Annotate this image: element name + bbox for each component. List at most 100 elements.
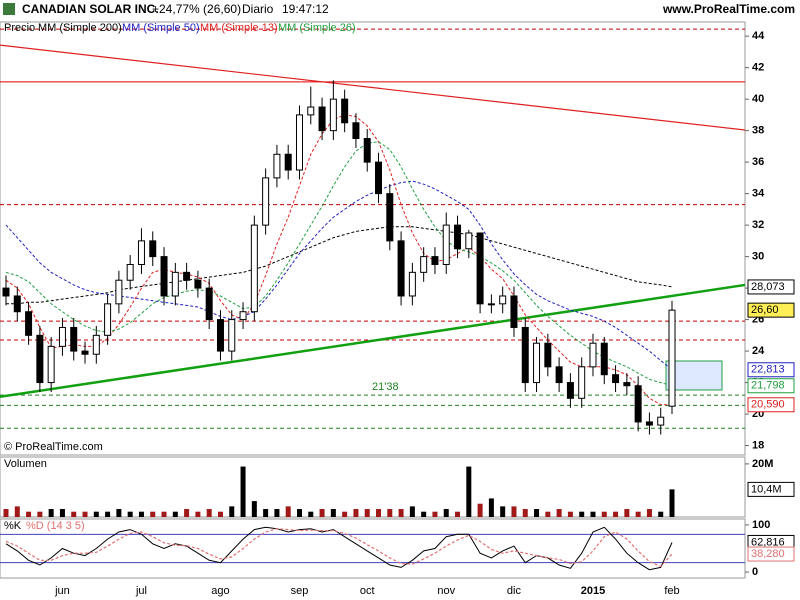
candle-body	[2, 287, 10, 297]
value-badge	[747, 279, 795, 295]
volume-bar	[217, 511, 223, 517]
oscillator-line	[5, 526, 673, 571]
candle-body	[239, 311, 247, 321]
candle-body	[521, 326, 529, 384]
candle-body	[386, 193, 394, 242]
legend-item: MM (Simple 200)	[38, 22, 122, 34]
candle-body	[47, 345, 55, 384]
candle-body	[36, 334, 44, 384]
x-tick-label: feb	[664, 585, 679, 597]
candle-body	[352, 122, 360, 140]
volume-bar	[138, 511, 144, 517]
candle-body	[171, 271, 179, 297]
volume-bar	[150, 511, 156, 517]
candle-body	[295, 114, 303, 171]
volume-bar	[387, 509, 393, 517]
candle-body	[454, 224, 462, 250]
candle-body	[566, 382, 574, 399]
candle-body	[250, 224, 258, 313]
volume-bar	[319, 509, 325, 517]
candle-body	[81, 350, 89, 355]
y-tick-label: 32	[752, 219, 764, 231]
volume-bar	[669, 489, 675, 517]
candle-body	[318, 106, 326, 132]
volume-bar	[500, 506, 506, 517]
candle-body	[126, 263, 134, 281]
volume-bar	[567, 511, 573, 517]
volume-bar	[432, 511, 438, 517]
volume-bar	[342, 511, 348, 517]
volume-bar	[240, 466, 246, 517]
candle-body	[205, 287, 213, 321]
candle-body	[13, 295, 21, 313]
y-tick-label: 36	[752, 156, 764, 168]
volume-bar	[376, 509, 382, 517]
candle-body	[442, 224, 450, 265]
period: Diario	[242, 2, 274, 16]
y-tick-label: 0	[752, 566, 758, 578]
candle-body	[476, 232, 484, 305]
legend-item: MM (Simple 26)	[278, 22, 356, 34]
volume-bar	[308, 511, 314, 517]
value-badge	[747, 302, 795, 318]
volume-bar	[658, 511, 664, 517]
volume-bar	[82, 511, 88, 517]
volume-bar	[296, 509, 302, 517]
candle-body	[408, 271, 416, 297]
value-badge-label: 20,590	[751, 399, 785, 411]
candle-body	[612, 374, 620, 384]
candle-body	[544, 342, 552, 368]
volume-bar	[522, 509, 528, 517]
y-tick-label: 40	[752, 93, 764, 105]
volume-bar	[274, 509, 280, 517]
candle-body	[363, 138, 371, 163]
candle-body	[397, 240, 405, 297]
volume-bar	[545, 511, 551, 517]
candle-body	[375, 161, 383, 195]
value-badge	[747, 362, 795, 378]
icon	[3, 3, 15, 15]
candle-body	[623, 382, 631, 387]
candle-body	[341, 98, 349, 124]
candle-body	[216, 319, 224, 352]
candle-body	[149, 240, 157, 258]
volume-bar	[14, 506, 20, 517]
value-badge	[747, 546, 795, 562]
volume-bar	[184, 509, 190, 517]
candle-body	[600, 342, 608, 376]
value-badge-label: 28,073	[751, 281, 785, 293]
value-badge	[747, 378, 795, 394]
value-badge-label: 38,280	[751, 548, 785, 560]
candle-body	[578, 366, 586, 399]
volume-bar	[579, 511, 585, 517]
copyright: © ProRealTime.com	[4, 441, 103, 453]
panel-frame	[0, 21, 746, 456]
volume-bar	[488, 498, 494, 517]
volume-bar	[195, 511, 201, 517]
candle-body	[465, 232, 473, 250]
value-badge-label: 21,798	[751, 380, 785, 392]
panel-frame	[0, 518, 746, 579]
x-tick-label: jun	[54, 585, 70, 597]
candle-body	[160, 256, 168, 297]
volume-bar	[421, 511, 427, 517]
value-badge	[747, 397, 795, 413]
y-tick-label: 18	[752, 439, 764, 451]
candle-body	[329, 98, 337, 132]
x-tick-label: jul	[135, 585, 147, 597]
candle-body	[589, 342, 597, 368]
volume-bar	[3, 509, 9, 517]
volume-bar	[37, 511, 43, 517]
x-tick-label: oct	[360, 585, 375, 597]
volume-bar	[229, 506, 235, 517]
volume-bar	[443, 509, 449, 517]
volume-bar	[206, 509, 212, 517]
candle-body	[228, 319, 236, 352]
volume-bar	[251, 501, 257, 517]
candle-body	[137, 240, 145, 265]
candle-body	[115, 279, 123, 305]
overlay: jun jul ago sep oct nov dic 2015 feb 28,073 22,813…	[54, 279, 795, 597]
volume-bar	[116, 509, 122, 517]
volume-bar	[353, 509, 359, 517]
